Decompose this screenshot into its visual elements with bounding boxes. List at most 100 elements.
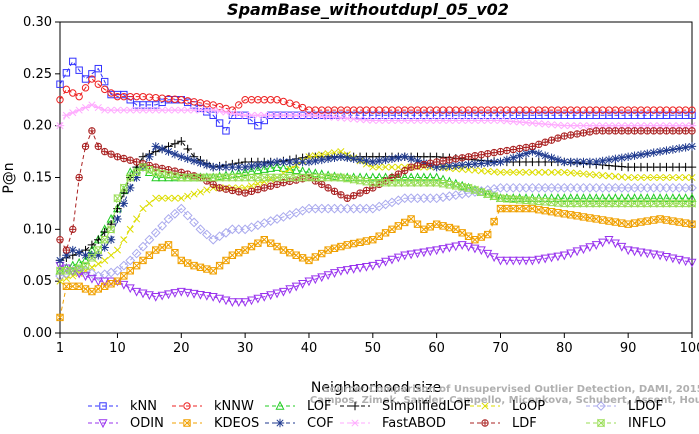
series-inflo	[56, 162, 696, 276]
data-point	[305, 153, 313, 161]
data-point	[457, 160, 467, 170]
data-point	[387, 255, 397, 265]
data-point	[636, 182, 646, 193]
data-point	[636, 150, 646, 159]
data-point	[234, 110, 243, 118]
data-point	[177, 256, 185, 265]
data-point	[560, 157, 569, 167]
data-point	[233, 224, 244, 235]
data-point	[597, 182, 608, 193]
data-point	[586, 170, 594, 178]
data-point	[189, 289, 199, 299]
data-point	[381, 257, 391, 267]
data-point	[388, 225, 396, 234]
data-point	[318, 151, 326, 159]
data-point	[368, 157, 378, 167]
data-point	[509, 168, 517, 176]
data-point	[470, 159, 480, 169]
data-point	[425, 247, 435, 257]
data-point	[81, 255, 91, 265]
data-point	[508, 182, 519, 193]
data-point	[656, 173, 664, 182]
data-point	[259, 164, 269, 173]
data-point	[534, 120, 543, 128]
data-point	[559, 182, 570, 193]
data-point	[254, 121, 262, 130]
data-point	[496, 116, 505, 125]
data-point	[235, 101, 243, 109]
data-point	[451, 242, 461, 252]
data-point	[471, 185, 479, 195]
data-point	[438, 245, 448, 254]
data-point	[157, 291, 167, 301]
data-point	[190, 261, 198, 270]
watermark-line-1: Source: Comparison of Unsupervised Outli…	[323, 384, 699, 395]
data-point	[496, 157, 505, 167]
data-point	[471, 166, 479, 174]
data-point	[253, 160, 263, 170]
data-point	[133, 215, 141, 223]
data-point	[649, 148, 658, 157]
data-point	[496, 147, 505, 156]
data-point	[291, 282, 301, 292]
data-point	[81, 272, 91, 282]
data-point	[305, 256, 313, 265]
data-point	[604, 155, 614, 165]
data-point	[94, 285, 103, 293]
data-point	[69, 89, 77, 97]
data-point	[406, 154, 416, 164]
data-point	[674, 255, 684, 265]
data-point	[579, 129, 588, 137]
data-point	[254, 180, 262, 188]
data-point	[113, 153, 122, 161]
data-point	[554, 134, 562, 142]
data-point	[533, 182, 544, 193]
data-point	[177, 137, 186, 146]
data-point	[56, 236, 64, 244]
data-point	[361, 172, 371, 182]
data-point	[215, 261, 224, 270]
data-point	[610, 182, 621, 193]
data-point	[215, 184, 224, 192]
data-point	[157, 144, 167, 154]
data-point	[362, 177, 371, 187]
data-point	[266, 182, 275, 190]
data-point	[222, 256, 230, 265]
data-point	[176, 287, 186, 297]
data-point	[158, 243, 166, 252]
data-point	[502, 256, 512, 266]
data-point	[522, 143, 530, 152]
data-point	[349, 265, 359, 274]
data-point	[527, 182, 538, 193]
data-point	[426, 159, 434, 167]
data-point	[234, 162, 243, 172]
data-point	[88, 263, 96, 271]
data-point	[362, 237, 371, 245]
data-point	[247, 187, 256, 195]
data-point	[317, 155, 326, 165]
legend-label: INFLO	[628, 416, 666, 431]
data-point	[343, 114, 352, 122]
legend-item-lof: LOF	[265, 399, 332, 414]
data-point	[572, 157, 582, 167]
data-point	[674, 182, 685, 193]
legend-marker	[275, 400, 285, 410]
data-point	[604, 193, 614, 202]
data-point	[452, 155, 460, 163]
data-point	[126, 225, 134, 233]
data-point	[330, 244, 339, 253]
data-point	[623, 193, 633, 202]
data-point	[643, 217, 652, 225]
data-point	[496, 168, 505, 176]
data-point	[688, 106, 696, 114]
data-point	[362, 116, 371, 124]
data-point	[675, 127, 683, 135]
data-point	[412, 193, 423, 204]
data-point	[687, 142, 697, 151]
data-point	[484, 167, 492, 175]
data-point	[253, 294, 263, 304]
data-point	[457, 241, 467, 250]
data-point	[170, 139, 180, 149]
legend-marker	[99, 402, 107, 410]
data-point	[222, 127, 230, 135]
